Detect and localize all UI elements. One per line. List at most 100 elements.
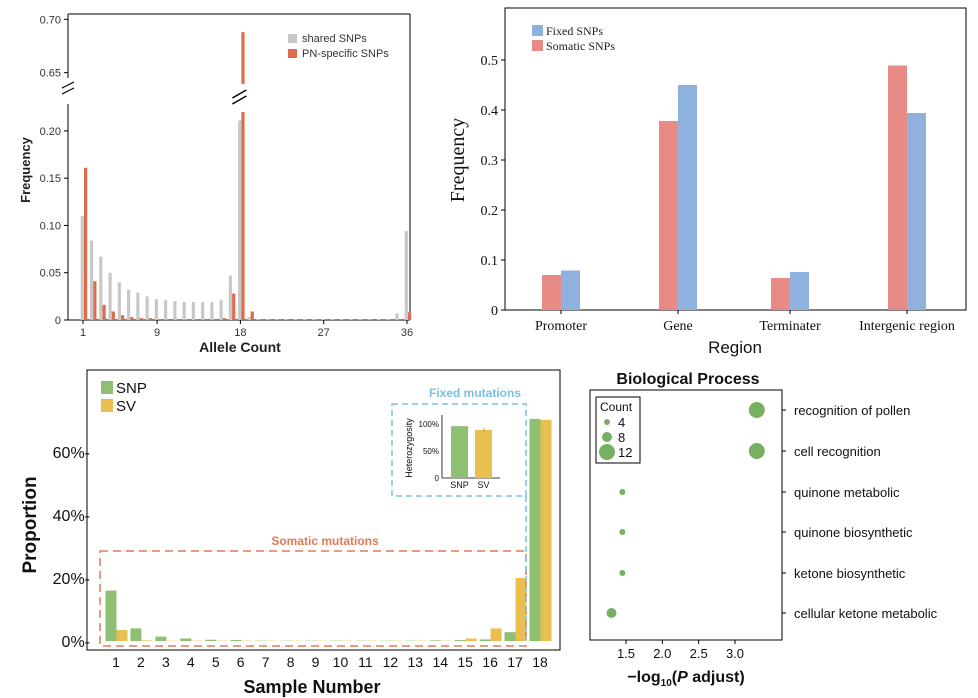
bar-shared-snps — [201, 302, 205, 320]
x-tick-label: 27 — [318, 327, 330, 339]
legend-size-label: 12 — [618, 445, 632, 460]
term-dot — [748, 443, 765, 459]
x-tick-label: 3 — [162, 654, 170, 670]
y-tick-label: 0.3 — [481, 154, 499, 169]
bar-pn-specific-snps — [93, 281, 97, 320]
bar-shared-snps — [108, 272, 112, 320]
bar-shared-snps — [154, 299, 158, 320]
bar-pn-specific-snps — [84, 167, 88, 320]
bar-pn-specific-snps — [130, 317, 134, 320]
bar-pn-specific-snps — [167, 319, 171, 320]
y-tick-label: 0.70 — [40, 14, 61, 26]
somatic-mutations-box — [99, 550, 527, 647]
bar-shared-snps — [238, 120, 242, 320]
legend-swatch — [101, 381, 113, 394]
x-tick-label: Terminater — [759, 319, 821, 334]
inset-bar-snp — [451, 426, 468, 478]
x-tick-label: Promoter — [535, 319, 587, 334]
bar-pn-specific-snps — [296, 319, 301, 320]
y-tick-label: 0.1 — [481, 254, 499, 269]
legend-size-label: 4 — [618, 415, 625, 430]
bar-shared-snps — [339, 319, 344, 320]
bar-snp — [155, 636, 167, 641]
x-axis-title-prefix: −log — [627, 669, 660, 686]
bar-fixed-snps — [561, 270, 580, 310]
term-dot — [748, 402, 765, 418]
bar-pn-specific-snps — [241, 112, 245, 320]
x-tick-label: 5 — [212, 654, 220, 670]
bar-somatic-snps — [888, 65, 907, 310]
legend-dot — [604, 419, 610, 425]
bar-fixed-snps — [907, 113, 926, 310]
term-label: cell recognition — [794, 444, 881, 459]
bar-shared-snps — [210, 302, 214, 320]
bar-shared-snps — [395, 313, 399, 320]
x-axis-title-paren: ( — [672, 669, 678, 686]
y-tick-label: 0.65 — [40, 68, 61, 80]
inset-y-tick-label: 50% — [423, 447, 439, 456]
x-tick-label: 17 — [507, 654, 523, 670]
x-axis-title: Sample Number — [243, 677, 380, 697]
legend-label: PN-specific SNPs — [302, 48, 389, 60]
legend-swatch — [101, 399, 113, 412]
term-label: quinone metabolic — [794, 485, 900, 500]
bar-snp — [429, 640, 441, 641]
bar-pn-specific-snps — [213, 319, 217, 320]
bar-pn-specific-snps — [380, 319, 384, 320]
bar-pn-specific-snps — [102, 304, 106, 320]
bar-shared-snps — [404, 231, 408, 320]
bar-sv — [116, 629, 128, 641]
bar-snp — [479, 639, 491, 641]
x-tick-label: 4 — [187, 654, 195, 670]
plot-frame — [86, 369, 561, 651]
bar-pn-specific-snps — [259, 319, 264, 320]
y-tick-label: 0.4 — [481, 104, 499, 119]
bar-shared-snps — [349, 319, 353, 320]
bar-pn-specific-snps — [232, 293, 236, 320]
bar-shared-snps — [275, 319, 279, 320]
bar-pn-specific-snps — [204, 319, 208, 320]
legend-swatch — [532, 25, 543, 36]
bar-shared-snps — [136, 292, 140, 320]
chart-title: Biological Process — [616, 371, 759, 388]
axis-break-mark — [61, 81, 75, 95]
bar-pn-specific-snps — [195, 319, 199, 320]
x-axis-title-p: P — [677, 669, 688, 686]
term-label: recognition of pollen — [794, 403, 910, 418]
y-tick-label: 0.10 — [40, 220, 61, 232]
bar-somatic-snps — [771, 278, 790, 310]
x-axis-title-subscript: 10 — [661, 678, 673, 689]
x-axis-title-suffix: adjust) — [688, 669, 745, 686]
term-dot — [619, 570, 626, 576]
bar-pn-specific-snps — [111, 311, 115, 320]
legend-title: Count — [600, 400, 633, 414]
bar-pn-specific-snps — [389, 319, 393, 320]
bar-pn-specific-snps — [250, 311, 254, 320]
y-tick-label: 0.20 — [40, 126, 61, 138]
y-tick-label: 20%- — [53, 571, 90, 588]
y-tick-label: 0.05 — [40, 268, 61, 280]
bar-pn-specific-snps — [352, 319, 356, 320]
x-tick-label: Gene — [663, 319, 693, 334]
bar-pn-specific-snps — [176, 319, 180, 320]
term-label: cellular ketone metabolic — [794, 606, 938, 621]
bar-somatic-snps — [659, 121, 678, 310]
bar-pn-specific-snps — [185, 319, 190, 320]
bar-snp — [454, 640, 466, 641]
y-tick-label: 0%- — [62, 634, 90, 651]
x-axis-title: Allele Count — [199, 339, 281, 355]
bar-pn-specific-snps — [333, 319, 338, 320]
bar-shared-snps — [173, 301, 177, 320]
y-tick-label: 0.2 — [481, 204, 499, 219]
bar-fixed-snps — [678, 85, 697, 310]
y-axis-title: Proportion — [20, 476, 41, 573]
bar-snp — [504, 632, 516, 641]
x-tick-label: 9 — [312, 654, 320, 670]
bar-sv — [515, 578, 527, 641]
x-tick-label: 7 — [262, 654, 270, 670]
x-tick-label: 15 — [457, 654, 473, 670]
bar-shared-snps — [321, 319, 325, 320]
y-tick-label: 60%- — [53, 445, 90, 462]
bar-shared-snps — [376, 319, 381, 320]
term-dot — [606, 608, 617, 618]
